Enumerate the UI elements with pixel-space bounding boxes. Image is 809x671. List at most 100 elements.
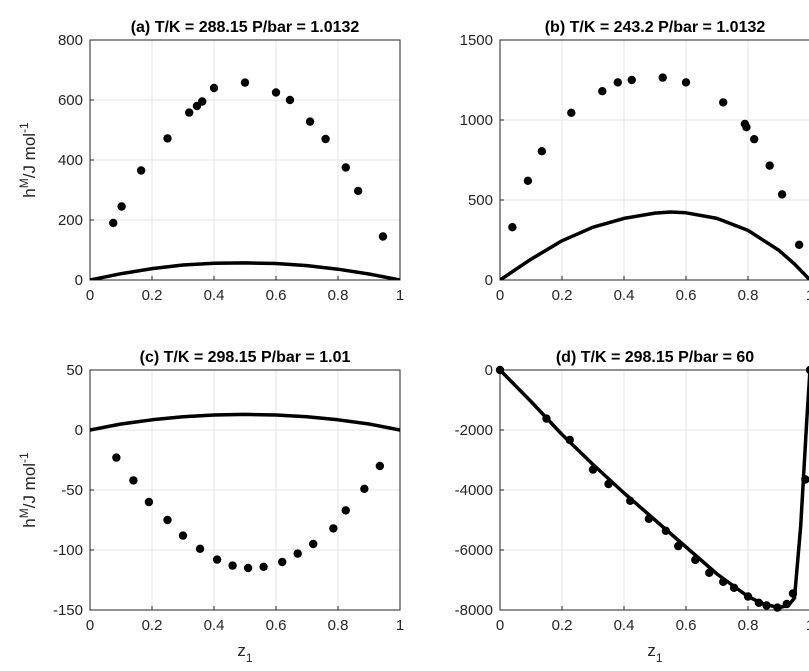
- x-tick-label: 1: [396, 287, 404, 304]
- data-point: [523, 176, 533, 185]
- y-tick-label: 600: [58, 92, 83, 109]
- data-point: [598, 87, 607, 96]
- data-point: [644, 514, 653, 523]
- data-point: [259, 562, 268, 571]
- data-point: [341, 506, 350, 515]
- x-tick-label: 0.8: [738, 617, 759, 634]
- data-point: [743, 592, 753, 601]
- y-tick-label: -2000: [455, 422, 493, 439]
- x-tick-label: 1: [396, 617, 404, 634]
- data-point: [178, 531, 188, 540]
- plot-area: [500, 210, 809, 280]
- data-point: [542, 414, 551, 423]
- data-point: [305, 117, 315, 126]
- data-point: [109, 218, 118, 228]
- data-point: [782, 599, 791, 609]
- x-tick-label: 0.2: [142, 617, 163, 634]
- data-point: [777, 190, 787, 199]
- data-point: [765, 161, 774, 170]
- data-point: [567, 108, 576, 118]
- data-point: [209, 83, 219, 93]
- x-tick-label: 0: [496, 287, 504, 304]
- panel-title: (b) T/K = 243.2 P/bar = 1.0132: [545, 19, 766, 36]
- data-point: [750, 135, 759, 144]
- data-point: [754, 598, 764, 607]
- data-point: [198, 97, 207, 106]
- y-axis-label: hM/J mol-1: [17, 122, 39, 198]
- y-tick-label: 0: [75, 422, 83, 439]
- y-tick-label: 200: [58, 212, 83, 229]
- model-curve: [500, 210, 809, 280]
- y-tick-label: -50: [61, 482, 83, 499]
- data-point: [163, 515, 172, 525]
- x-tick-label: 0.2: [552, 617, 573, 634]
- y-tick-label: -100: [53, 542, 83, 559]
- x-tick-label: 0.2: [142, 287, 163, 304]
- x-tick-label: 0.4: [204, 617, 225, 634]
- data-point: [329, 524, 338, 533]
- data-point: [341, 163, 350, 172]
- y-tick-label: 800: [58, 32, 83, 49]
- panel-title: (c) T/K = 298.15 P/bar = 1.01: [140, 349, 351, 366]
- data-point: [293, 549, 302, 558]
- model-curve: [500, 370, 809, 610]
- data-point: [658, 73, 667, 82]
- data-point: [742, 123, 751, 132]
- data-point: [228, 561, 237, 570]
- panel-c: 0 0.2 0.4 0.6 0.8 1 -150 -100 -50 0 50 (c) T/K = 29…: [17, 349, 404, 665]
- data-point: [588, 465, 598, 474]
- panel-b: 0 0.2 0.4 0.6 0.8 1 0 500 1000 1500 (b) T/K = 243.…: [460, 19, 809, 304]
- data-point: [613, 78, 622, 87]
- x-tick-label: 1: [806, 617, 809, 634]
- data-point: [565, 435, 574, 445]
- y-tick-label: 0: [485, 362, 493, 379]
- y-tick-label: 400: [58, 152, 83, 169]
- x-tick-label: 0.8: [328, 287, 349, 304]
- panel-title: (d) T/K = 298.15 P/bar = 60: [556, 349, 754, 366]
- y-tick-label: 0: [75, 272, 83, 289]
- data-point: [195, 544, 205, 553]
- data-point: [788, 589, 798, 598]
- x-tick-label: 0: [86, 617, 94, 634]
- data-point: [278, 557, 287, 567]
- data-point: [271, 88, 281, 97]
- data-point: [375, 461, 385, 471]
- plot-area: [90, 412, 400, 432]
- x-tick-label: 0.2: [552, 287, 573, 304]
- data-point: [495, 365, 505, 375]
- x-tick-label: 0: [496, 617, 504, 634]
- data-point: [719, 98, 728, 107]
- data-point: [378, 232, 388, 241]
- data-point: [285, 95, 295, 105]
- data-point: [604, 479, 613, 489]
- data-point: [144, 497, 154, 507]
- panel-d: 0 0.2 0.4 0.6 0.8 1 -8000 -6000 -4000 -2000 0 (d) T…: [455, 349, 809, 665]
- data-point: [674, 541, 683, 551]
- x-tick-label: 0.4: [614, 617, 635, 634]
- y-tick-label: 0: [485, 272, 493, 289]
- data-point: [626, 496, 635, 505]
- y-tick-label: 1500: [460, 32, 493, 49]
- data-point: [212, 555, 222, 564]
- x-tick-label: 0.4: [614, 287, 635, 304]
- data-point: [508, 223, 517, 232]
- data-point: [537, 147, 547, 156]
- x-tick-label: 0.6: [676, 617, 697, 634]
- y-tick-label: 1000: [460, 112, 493, 129]
- x-tick-label: 0.4: [204, 287, 225, 304]
- x-tick-label: 0.6: [266, 617, 287, 634]
- x-tick-label: 0.6: [676, 287, 697, 304]
- data-point: [681, 78, 691, 87]
- data-point: [729, 583, 739, 592]
- data-point: [309, 539, 318, 549]
- y-tick-label: -8000: [455, 602, 493, 619]
- data-point: [805, 365, 809, 375]
- data-point: [240, 78, 250, 87]
- x-tick-label: 0.6: [266, 287, 287, 304]
- data-point: [627, 75, 636, 85]
- data-point: [353, 186, 363, 196]
- panel-title: (a) T/K = 288.15 P/bar = 1.0132: [131, 19, 360, 36]
- data-point: [691, 555, 700, 565]
- data-point: [773, 603, 782, 612]
